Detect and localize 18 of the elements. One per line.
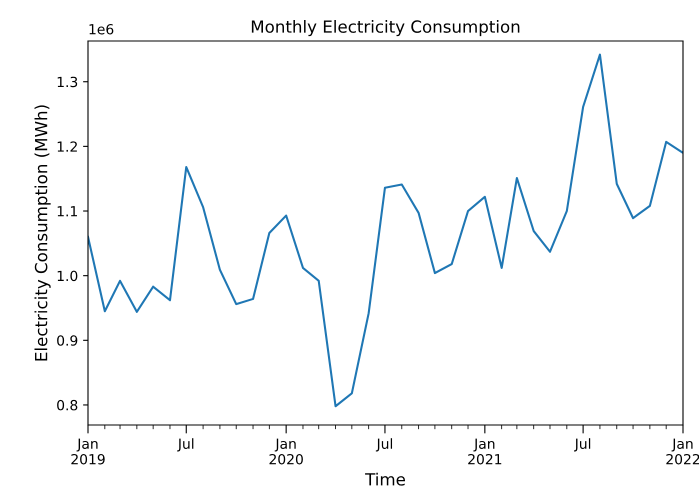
chart-title: Monthly Electricity Consumption — [252, 20, 520, 36]
y-axis-title: Electricity Consumption (MWh) — [34, 105, 51, 360]
y-tick-label: 1.0 — [58, 270, 78, 282]
x-tick-label: Jul — [376, 438, 392, 452]
y-tick-label: 0.9 — [57, 335, 78, 346]
line-series — [88, 54, 683, 408]
x-tick-label: Jul — [574, 438, 590, 452]
x-tick-label: Jan 2022 — [666, 438, 699, 464]
x-axis-title: Time — [365, 472, 406, 486]
x-tick-label: Jul — [177, 438, 194, 452]
x-tick-label: Jan 2019 — [71, 438, 105, 464]
y-tick-label: 1.2 — [58, 141, 77, 152]
text: 1e6 — [90, 24, 114, 34]
y-tick-label: 1.1 — [58, 206, 77, 216]
x-tick-label: Jan 2021 — [468, 438, 502, 464]
y-tick-label: 1.3 — [58, 76, 78, 88]
x-tick-label: Jan 2020 — [269, 438, 303, 464]
y-tick-label: 0.8 — [57, 400, 78, 410]
